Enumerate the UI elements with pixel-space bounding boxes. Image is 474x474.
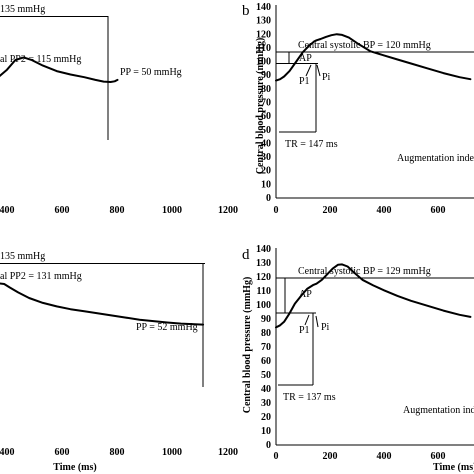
panel-d-x-tick-0: 0 — [274, 451, 279, 462]
panel-c-top-value-label: 135 mmHg — [0, 251, 45, 262]
panel-b-letter: b — [242, 3, 250, 19]
panel-d-y-tick-70: 70 — [261, 342, 271, 353]
panel-c: 135 mmHg al PP2 = 131 mmHg PP = 52 mmHg … — [0, 251, 238, 473]
panel-d-y-tick-100: 100 — [256, 300, 271, 311]
panel-b-x-tick-400: 400 — [377, 205, 392, 216]
panel-b-y-tick-60: 60 — [261, 111, 271, 122]
panel-d-x-axis-label: Time (ms) — [433, 462, 474, 473]
panel-b-y-tick-130: 130 — [256, 16, 271, 27]
panel-b-y-tick-10: 10 — [261, 179, 271, 190]
panel-c-x-ticks: 400 600 800 1000 1200 — [0, 447, 238, 458]
panel-a-x-ticks: 400 600 800 1000 1200 — [0, 205, 238, 216]
panel-d-y-tick-60: 60 — [261, 356, 271, 367]
panel-d-y-tick-50: 50 — [261, 370, 271, 381]
panel-c-x-tick-1200: 1200 — [218, 447, 238, 458]
panel-b-x-tick-200: 200 — [323, 205, 338, 216]
panel-d-tr-label: TR = 137 ms — [283, 392, 336, 403]
panel-d-y-tick-20: 20 — [261, 412, 271, 423]
panel-c-pp2-label: al PP2 = 131 mmHg — [0, 271, 82, 282]
panel-d-y-tick-0: 0 — [266, 440, 271, 451]
panel-d-x-ticks: 0 200 400 600 — [274, 451, 446, 462]
panel-b-y-tick-30: 30 — [261, 152, 271, 163]
panel-d-y-tick-40: 40 — [261, 384, 271, 395]
panel-b-y-tick-40: 40 — [261, 138, 271, 149]
panel-d-x-tick-400: 400 — [377, 451, 392, 462]
panel-b-y-tick-0: 0 — [266, 193, 271, 204]
panel-b-y-tick-80: 80 — [261, 84, 271, 95]
panel-d-y-ticks: 0 10 20 30 40 50 60 70 80 90 100 110 120… — [256, 244, 271, 451]
panel-a-x-tick-800: 800 — [110, 205, 125, 216]
panel-a-pressure-curve — [0, 56, 119, 83]
panel-b-y-tick-90: 90 — [261, 70, 271, 81]
panel-b-y-tick-70: 70 — [261, 98, 271, 109]
panel-a-pp2-label: al PP2 = 115 mmHg — [0, 54, 81, 65]
panel-b-x-tick-600: 600 — [431, 205, 446, 216]
panel-c-x-axis-label: Time (ms) — [53, 462, 96, 473]
panel-b-pressure-curve — [275, 33, 472, 82]
panel-b-y-tick-110: 110 — [257, 43, 271, 54]
panel-a-x-tick-1200: 1200 — [218, 205, 238, 216]
panel-d-pressure-curve — [275, 263, 472, 329]
panel-b-p1-label: P1 — [299, 76, 310, 87]
panel-d-systolic-label: Central systolic BP = 129 mmHg — [298, 266, 431, 277]
panel-c-x-tick-600: 600 — [55, 447, 70, 458]
panel-b-y-axis-label: Central blood pressure (mmHg) — [255, 38, 266, 175]
panel-b-pi-label: Pi — [322, 72, 331, 83]
panel-d-x-tick-200: 200 — [323, 451, 338, 462]
panel-d-y-tick-110: 110 — [257, 286, 271, 297]
panel-d-y-tick-10: 10 — [261, 426, 271, 437]
panel-b-ap-label: AP — [299, 53, 312, 64]
panel-a: 135 mmHg al PP2 = 115 mmHg PP = 50 mmHg … — [0, 4, 238, 216]
panel-b-pi-pointer — [316, 64, 321, 77]
panel-a-x-tick-600: 600 — [55, 205, 70, 216]
panel-d-y-tick-120: 120 — [256, 272, 271, 283]
panel-d-ap-label: AP — [299, 289, 312, 300]
panel-b-systolic-label: Central systolic BP = 120 mmHg — [298, 40, 431, 51]
panel-d-y-axis-label: Central blood pressure (mmHg) — [242, 277, 253, 414]
panel-b-augmentation-label: Augmentation index — [397, 153, 474, 164]
panel-d-letter: d — [242, 247, 250, 263]
panel-d-x-tick-600: 600 — [431, 451, 446, 462]
panel-d-y-tick-130: 130 — [256, 258, 271, 269]
panel-b-y-tick-20: 20 — [261, 166, 271, 177]
panel-b-y-ticks: 0 10 20 30 40 50 60 70 80 90 100 110 120… — [256, 2, 271, 204]
panel-d-pi-pointer — [315, 315, 319, 328]
panel-d-augmentation-label: Augmentation index — [403, 405, 474, 416]
panel-d-y-tick-90: 90 — [261, 314, 271, 325]
panel-c-x-tick-800: 800 — [110, 447, 125, 458]
panel-d-y-tick-140: 140 — [256, 244, 271, 255]
panel-b-x-ticks: 0 200 400 600 — [274, 205, 446, 216]
panel-b-y-tick-120: 120 — [256, 29, 271, 40]
panel-d-pi-label: Pi — [321, 322, 330, 333]
panel-d-p1-pointer — [304, 314, 310, 326]
panel-c-x-tick-400: 400 — [0, 447, 15, 458]
panel-c-pp-label: PP = 52 mmHg — [136, 322, 198, 333]
panel-b-y-tick-50: 50 — [261, 125, 271, 136]
panel-b-p1-pointer — [305, 64, 312, 77]
panel-b: b Central blood pressure (mmHg) 0 10 20 … — [242, 2, 474, 216]
panel-b-tr-label: TR = 147 ms — [285, 139, 338, 150]
panel-c-x-tick-1000: 1000 — [162, 447, 182, 458]
panel-d-y-tick-80: 80 — [261, 328, 271, 339]
panel-b-x-tick-0: 0 — [274, 205, 279, 216]
panel-b-y-tick-140: 140 — [256, 2, 271, 13]
panel-c-pressure-curve — [0, 282, 205, 326]
panel-a-top-value-label: 135 mmHg — [0, 4, 45, 15]
panel-a-x-tick-1000: 1000 — [162, 205, 182, 216]
panel-d-p1-label: P1 — [299, 325, 310, 336]
panel-d-y-tick-30: 30 — [261, 398, 271, 409]
panel-a-pp-label: PP = 50 mmHg — [120, 67, 182, 78]
panel-d: d Central blood pressure (mmHg) 0 10 20 … — [242, 244, 474, 473]
panel-b-y-tick-100: 100 — [256, 57, 271, 68]
panel-a-x-tick-400: 400 — [0, 205, 15, 216]
